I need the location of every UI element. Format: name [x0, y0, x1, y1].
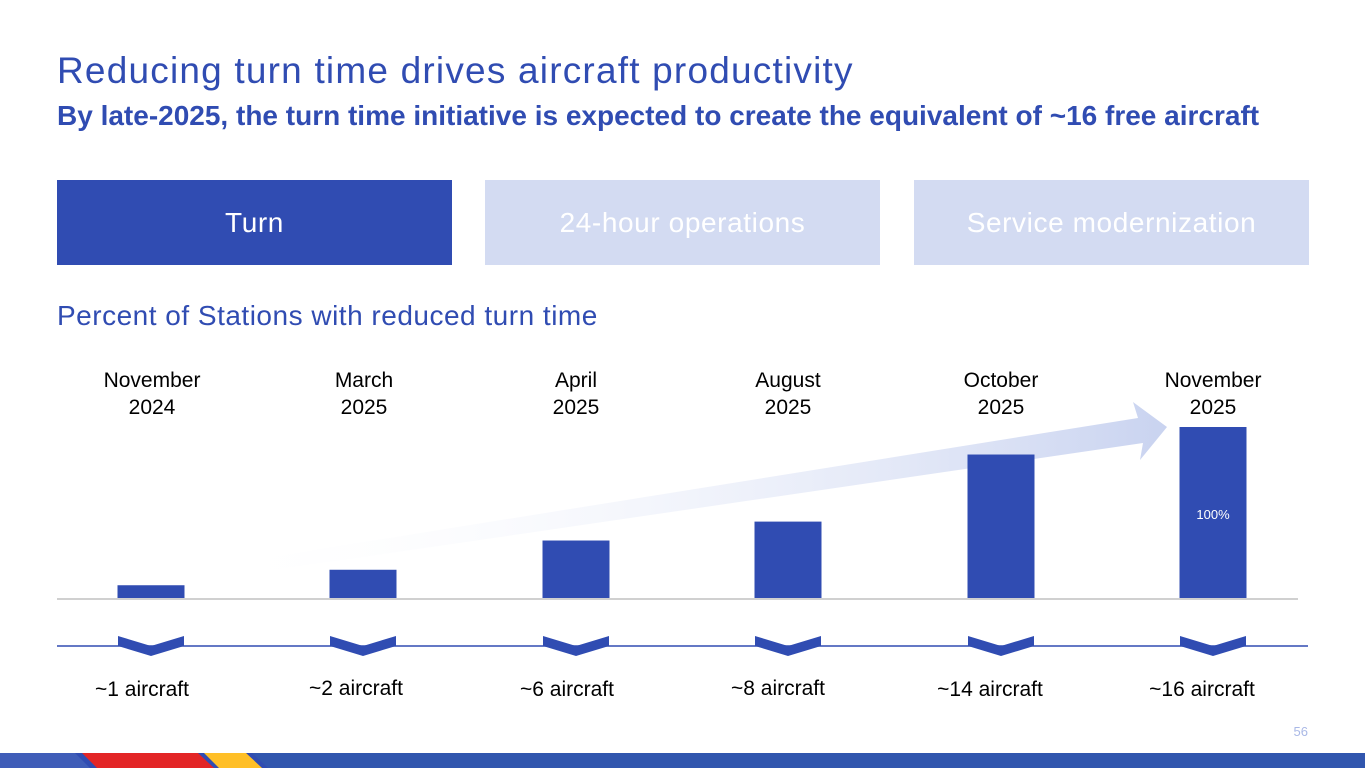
month-label-nov-2025: November 2025: [1143, 367, 1283, 421]
month-label-month: August: [755, 369, 821, 392]
chart-title: Percent of Stations with reduced turn ti…: [57, 300, 598, 331]
chevrons-layer: [118, 636, 1246, 656]
aircraft-label: ~1 aircraft: [95, 678, 189, 701]
chevron-down-icon: [330, 636, 396, 656]
page-title: Reducing turn time drives aircraft produ…: [57, 50, 854, 91]
month-label-year: 2024: [128, 396, 176, 419]
footer-stripe-blue-right: [252, 753, 1365, 768]
aircraft-label: ~6 aircraft: [520, 678, 614, 701]
month-label-oct-2025: October 2025: [931, 367, 1071, 421]
footer-stripe-blue-left: [0, 753, 90, 768]
month-label-month: November: [103, 369, 201, 392]
chevron-down-icon: [118, 636, 184, 656]
chevron-down-icon: [968, 636, 1034, 656]
bar-4: [754, 521, 822, 599]
aircraft-label: ~2 aircraft: [309, 677, 403, 700]
tab-24-hour-operations[interactable]: 24-hour operations: [485, 180, 880, 265]
month-label-year: 2025: [1189, 396, 1237, 419]
bars-layer: [117, 427, 1247, 599]
month-label-month: November: [1164, 369, 1262, 392]
tab-turn[interactable]: Turn: [57, 180, 452, 265]
bar-2: [329, 569, 397, 599]
month-label-month: March: [334, 369, 394, 392]
month-label-month: April: [554, 369, 597, 392]
aircraft-label: ~16 aircraft: [1149, 678, 1255, 701]
bar-1: [117, 585, 185, 599]
month-label-nov-2024: November 2024: [82, 367, 222, 421]
bar-5: [967, 454, 1035, 599]
footer-stripe-red: [82, 753, 214, 768]
bar-data-label: 100%: [1196, 507, 1230, 522]
bar-6: [1179, 427, 1247, 599]
month-label-mar-2025: March 2025: [294, 367, 434, 421]
page-number: 56: [1293, 724, 1308, 739]
tab-service-modernization[interactable]: Service modernization: [914, 180, 1309, 265]
aircraft-label: ~8 aircraft: [731, 677, 825, 700]
footer-stripe-yellow: [204, 753, 262, 768]
chevron-down-icon: [543, 636, 609, 656]
month-label-month: October: [963, 369, 1039, 392]
month-label-year: 2025: [340, 396, 388, 419]
month-label-apr-2025: April 2025: [506, 367, 646, 421]
chevron-down-icon: [755, 636, 821, 656]
page-subtitle: By late-2025, the turn time initiative i…: [57, 100, 1260, 131]
bar-3: [542, 540, 610, 599]
trend-arrow: [202, 402, 1167, 580]
footer-stripe: [0, 753, 1365, 768]
chevron-down-icon: [1180, 636, 1246, 656]
month-label-aug-2025: August 2025: [718, 367, 858, 421]
aircraft-label: ~14 aircraft: [937, 678, 1043, 701]
month-label-year: 2025: [552, 396, 600, 419]
month-label-year: 2025: [977, 396, 1025, 419]
month-label-year: 2025: [764, 396, 812, 419]
